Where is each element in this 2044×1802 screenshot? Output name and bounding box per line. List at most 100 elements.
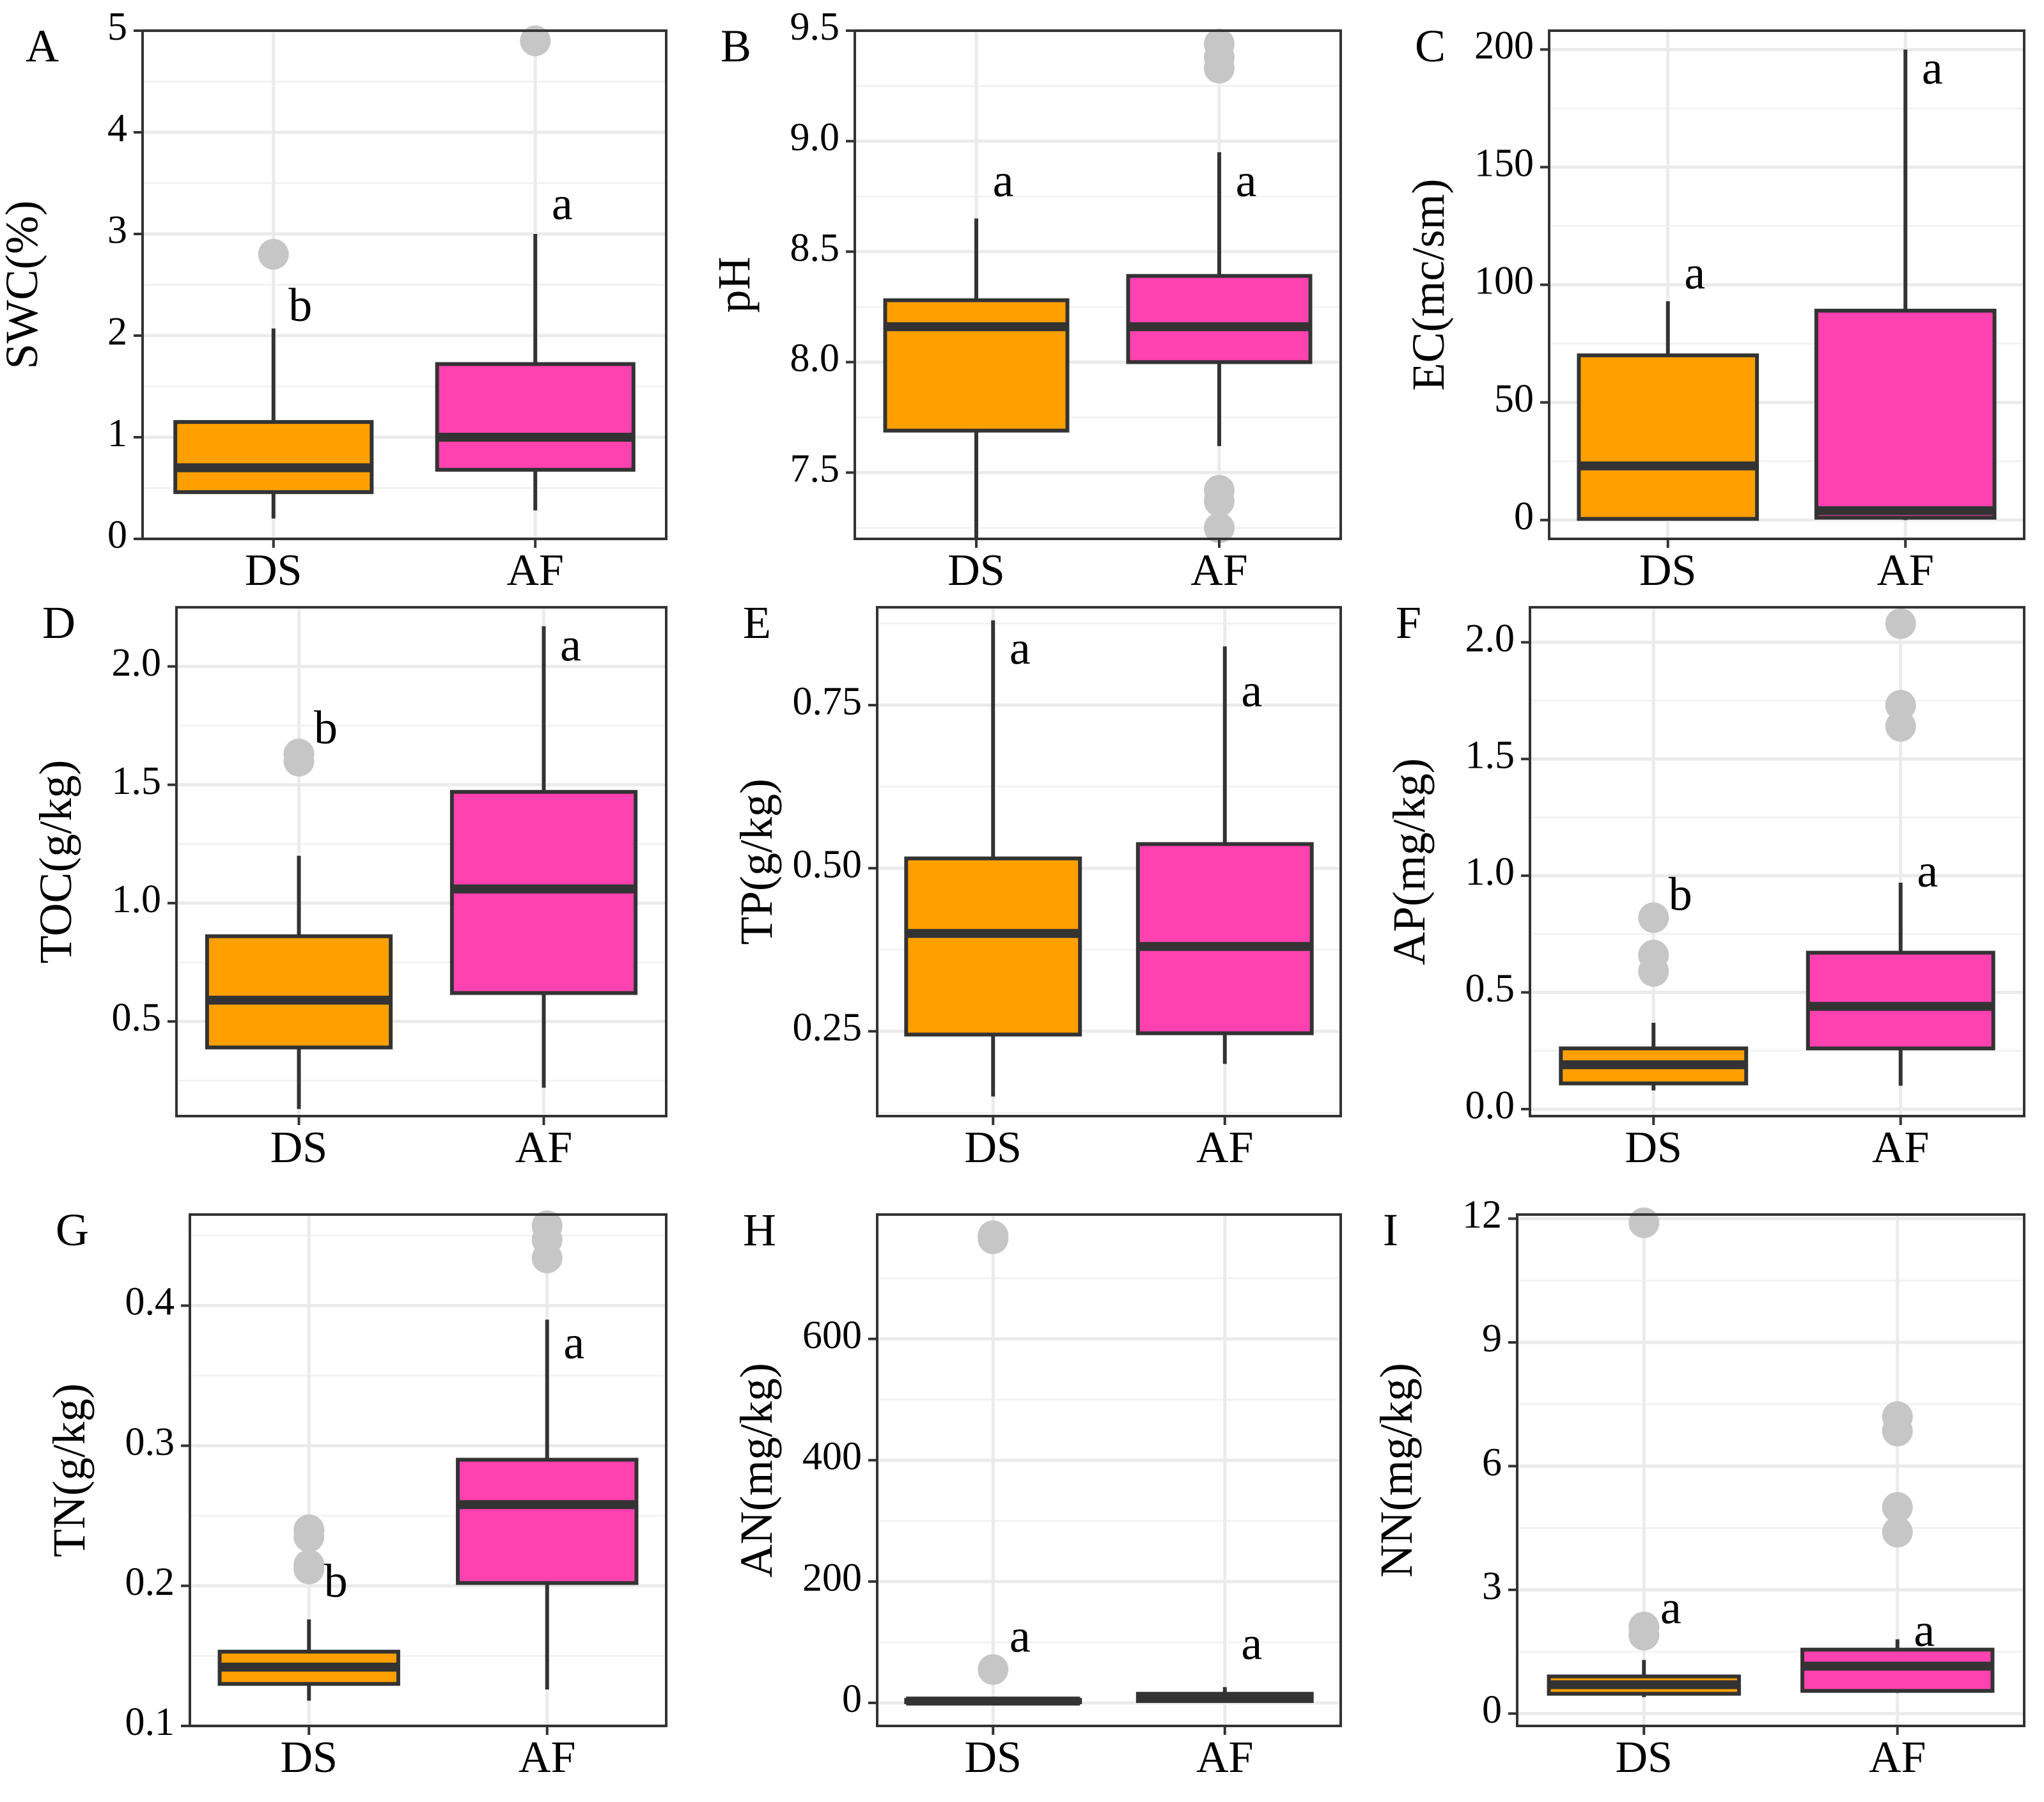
x-category-label: AF	[1190, 546, 1247, 595]
panel-d: b a 0.5 1.0 1.5 2.0 DS AF TOC(g/kg) D	[30, 597, 667, 1172]
y-tick-label: 7.5	[790, 447, 840, 491]
x-category-label: DS	[965, 1123, 1022, 1172]
y-tick-label: 3	[1482, 1564, 1502, 1608]
box-ds: b	[173, 238, 374, 519]
panel-letter: F	[1396, 597, 1421, 648]
y-tick-label: 600	[802, 1314, 862, 1357]
y-tick-label: 0	[107, 513, 127, 557]
x-category-label: DS	[281, 1733, 338, 1782]
outlier-point	[1638, 956, 1669, 987]
panel-c: a a 0 50 100 150 200 DS AF EC(mc/sm) C	[1403, 20, 2025, 595]
iqr-box	[1806, 951, 1995, 1051]
panel-letter: C	[1415, 20, 1446, 72]
y-tick-label: 100	[1474, 260, 1534, 303]
box-ds: a	[1577, 247, 1759, 521]
significance-letter: a	[1010, 1610, 1031, 1663]
panel-letter: E	[743, 597, 771, 648]
box-ds: a	[904, 620, 1082, 1097]
y-tick-label: 1.5	[112, 759, 162, 803]
x-category-label: AF	[1877, 546, 1934, 595]
x-category-label: AF	[507, 546, 564, 595]
significance-letter: a	[1922, 42, 1943, 95]
y-axis-title: TOC(g/kg)	[30, 760, 81, 964]
y-tick-label: 2.0	[112, 641, 162, 685]
x-category-label: DS	[270, 1123, 327, 1172]
box-af: a	[1814, 42, 1997, 520]
x-category-label: DS	[1625, 1123, 1682, 1172]
panel-letter: H	[743, 1204, 776, 1255]
panel-border	[876, 606, 1342, 1117]
panel-i: a a 0 3 6 9 12 DS AF NN(mg/kg) I	[1371, 1193, 2025, 1782]
significance-letter: a	[1660, 1582, 1681, 1635]
panel-g: b a 0.1 0.2 0.3 0.4 DS AF TN(g/kg) G	[43, 1204, 667, 1782]
y-tick-label: 5	[107, 5, 127, 49]
x-category-label: AF	[1872, 1123, 1929, 1172]
significance-letter: a	[1917, 845, 1938, 897]
y-tick-label: 6	[1482, 1441, 1502, 1484]
panel-border	[876, 1213, 1342, 1727]
panel-border	[1516, 1213, 2025, 1727]
y-tick-label: 1	[107, 412, 127, 455]
iqr-box	[173, 420, 374, 494]
panel-border	[175, 606, 667, 1117]
y-tick-label: 0.4	[125, 1280, 175, 1324]
x-category-label: DS	[1616, 1733, 1673, 1782]
iqr-box	[1135, 842, 1314, 1036]
outlier-point	[1628, 1620, 1660, 1651]
significance-letter: a	[1010, 622, 1031, 674]
outlier-point	[1885, 690, 1916, 721]
significance-letter: a	[1241, 665, 1262, 717]
y-tick-label: 0.5	[112, 996, 162, 1039]
significance-letter: a	[1236, 155, 1257, 207]
box-ds: a	[883, 155, 1070, 539]
panel-border	[1529, 606, 2025, 1117]
outlier-point	[1885, 711, 1916, 742]
panel-border	[141, 29, 667, 540]
iqr-box	[435, 362, 636, 472]
outlier-point	[978, 1223, 1009, 1254]
y-tick-label: 0.1	[125, 1700, 175, 1744]
y-tick-label: 9.0	[790, 116, 840, 159]
x-category-label: DS	[965, 1733, 1022, 1782]
outlier-point	[258, 238, 289, 270]
iqr-box	[205, 934, 393, 1050]
y-tick-label: 2	[107, 310, 127, 353]
y-tick-label: 0.3	[125, 1420, 175, 1464]
iqr-box	[904, 856, 1082, 1037]
outlier-point	[1638, 902, 1669, 933]
box-af: a	[1806, 608, 1995, 1086]
iqr-box	[1577, 353, 1759, 521]
outlier-point	[283, 745, 315, 777]
panel-border	[189, 1213, 667, 1727]
x-category-label: AF	[1196, 1733, 1253, 1782]
outlier-point	[293, 1521, 325, 1553]
panel-h: a a 0 200 400 600 DS AF AN(mg/kg) H	[731, 1204, 1342, 1782]
y-tick-label: 1.0	[112, 878, 162, 921]
outlier-point	[1204, 52, 1235, 84]
iqr-box	[883, 298, 1070, 433]
significance-letter: a	[560, 619, 581, 672]
y-tick-label: 150	[1474, 142, 1534, 185]
outlier-point	[1628, 1207, 1660, 1238]
box-af: a	[1135, 1618, 1314, 1704]
y-axis-title: EC(mc/sm)	[1403, 179, 1454, 391]
panel-letter: A	[26, 20, 59, 72]
x-category-label: DS	[245, 546, 302, 595]
y-axis-title: pH	[708, 257, 760, 313]
significance-letter: a	[552, 178, 573, 230]
y-tick-label: 0	[1514, 495, 1534, 538]
outlier-point	[1885, 608, 1916, 639]
x-category-label: DS	[948, 546, 1004, 595]
y-tick-label: 3	[107, 208, 127, 252]
outlier-point	[1204, 486, 1235, 517]
significance-letter: b	[1669, 868, 1692, 920]
significance-letter: a	[993, 155, 1014, 207]
outlier-point	[1882, 1516, 1913, 1548]
iqr-box	[1126, 274, 1313, 364]
y-tick-label: 8.0	[790, 337, 840, 380]
x-category-label: AF	[1869, 1733, 1926, 1782]
x-category-label: AF	[515, 1123, 572, 1172]
significance-letter: a	[563, 1317, 584, 1369]
y-axis-title: TN(g/kg)	[43, 1383, 95, 1557]
y-tick-label: 400	[802, 1435, 862, 1479]
